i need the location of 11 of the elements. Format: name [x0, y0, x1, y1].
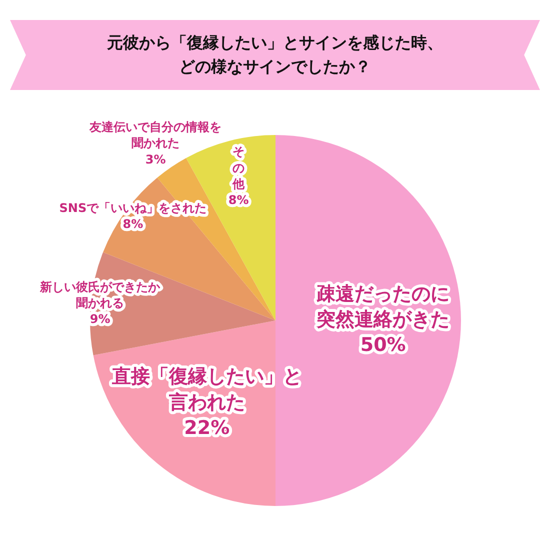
data-label: 3% [145, 152, 166, 166]
data-label: 8% [122, 217, 144, 232]
chart-title: 元彼から「復縁したい」とサインを感じた時、どの様なサインでしたか？ [106, 32, 444, 78]
data-label: 50% [360, 334, 406, 356]
slice-label: その他 [232, 144, 246, 191]
slice-label: 直接「復縁したい」と言われた [110, 366, 302, 414]
data-label: 9% [90, 312, 110, 326]
slice-label: 疎遠だったのに突然連絡がきた [316, 282, 450, 330]
data-label: 22% [184, 416, 230, 439]
slice-label: 友達伝いで自分の情報を聞かれた [88, 120, 222, 150]
data-label: 8% [228, 193, 249, 208]
